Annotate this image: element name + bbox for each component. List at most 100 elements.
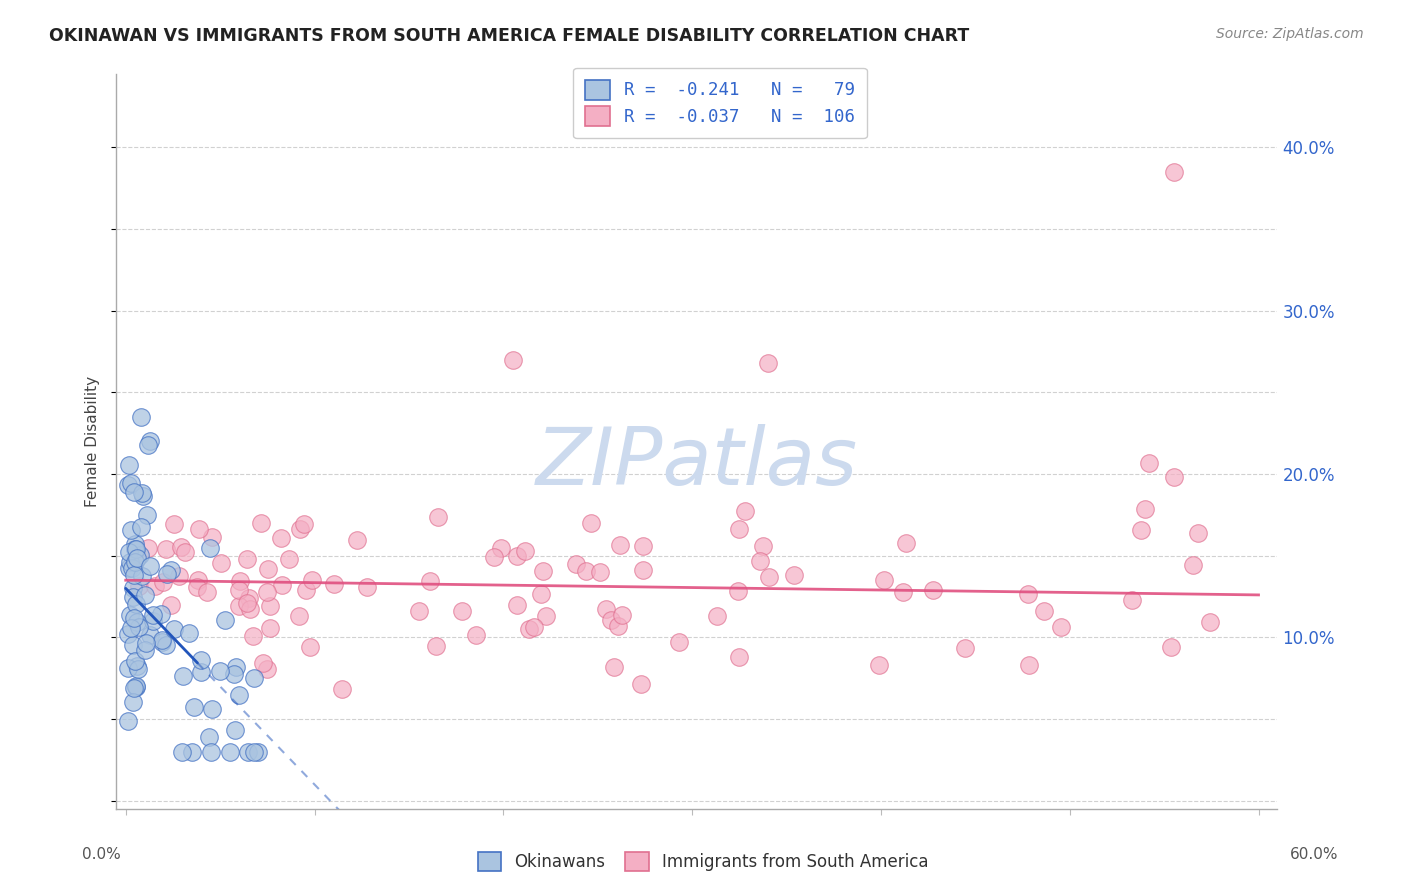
Point xyxy=(228,583,250,598)
Point xyxy=(323,576,346,591)
Point xyxy=(301,573,323,587)
Point xyxy=(120,524,142,538)
Point xyxy=(186,580,208,594)
Point xyxy=(228,688,250,702)
Point xyxy=(180,745,202,759)
Point xyxy=(1182,558,1205,572)
Point xyxy=(200,702,222,716)
Point xyxy=(249,516,271,530)
Point xyxy=(155,542,177,557)
Point xyxy=(121,695,143,709)
Point xyxy=(259,621,281,635)
Point xyxy=(238,745,260,759)
Point xyxy=(756,356,779,370)
Point xyxy=(668,635,690,649)
Point xyxy=(631,563,654,577)
Point xyxy=(222,667,245,681)
Point xyxy=(236,552,259,566)
Point xyxy=(136,438,159,452)
Point xyxy=(150,633,173,648)
Point xyxy=(246,745,269,759)
Point xyxy=(167,569,190,583)
Point xyxy=(243,671,266,685)
Point xyxy=(1130,523,1153,537)
Point xyxy=(125,680,148,694)
Point xyxy=(523,620,546,634)
Point xyxy=(188,522,211,536)
Point xyxy=(783,567,806,582)
Point xyxy=(174,545,197,559)
Point xyxy=(187,573,209,587)
Point xyxy=(150,607,173,621)
Point xyxy=(465,628,488,642)
Point xyxy=(118,458,141,472)
Point xyxy=(531,565,554,579)
Point xyxy=(172,669,194,683)
Point xyxy=(128,620,150,634)
Point xyxy=(117,477,139,491)
Point xyxy=(502,352,524,367)
Point xyxy=(218,745,240,759)
Point xyxy=(225,659,247,673)
Text: Source: ZipAtlas.com: Source: ZipAtlas.com xyxy=(1216,27,1364,41)
Point xyxy=(190,653,212,667)
Legend: R =  -0.241   N =   79, R =  -0.037   N =  106: R = -0.241 N = 79, R = -0.037 N = 106 xyxy=(574,68,868,138)
Point xyxy=(298,640,321,654)
Point xyxy=(122,611,145,625)
Point xyxy=(122,568,145,582)
Point xyxy=(955,641,977,656)
Point xyxy=(117,660,139,674)
Point xyxy=(530,586,553,600)
Point xyxy=(1018,657,1040,672)
Point xyxy=(243,745,266,759)
Point xyxy=(118,544,141,558)
Point xyxy=(209,557,232,571)
Text: 0.0%: 0.0% xyxy=(82,847,121,863)
Point xyxy=(128,579,150,593)
Point xyxy=(256,585,278,599)
Point xyxy=(195,584,218,599)
Point xyxy=(214,613,236,627)
Point xyxy=(163,516,186,531)
Point xyxy=(515,543,537,558)
Point xyxy=(122,681,145,695)
Point xyxy=(1017,587,1039,601)
Point xyxy=(125,615,148,629)
Point xyxy=(127,662,149,676)
Point xyxy=(631,540,654,554)
Point xyxy=(1163,164,1185,178)
Point xyxy=(408,604,430,618)
Point xyxy=(1163,470,1185,484)
Point xyxy=(121,590,143,604)
Point xyxy=(482,550,505,565)
Point xyxy=(131,569,153,583)
Point xyxy=(170,540,193,554)
Point xyxy=(868,658,890,673)
Point xyxy=(228,599,250,613)
Point xyxy=(129,519,152,533)
Point xyxy=(142,608,165,623)
Point xyxy=(706,609,728,624)
Point xyxy=(589,566,612,580)
Point xyxy=(270,531,292,545)
Point xyxy=(121,638,143,652)
Point xyxy=(209,664,232,678)
Point xyxy=(134,588,156,602)
Point xyxy=(124,537,146,551)
Point xyxy=(198,730,221,744)
Point xyxy=(599,613,621,627)
Point xyxy=(256,662,278,676)
Point xyxy=(1032,604,1054,618)
Text: 60.0%: 60.0% xyxy=(1291,847,1339,863)
Point xyxy=(921,583,943,598)
Point xyxy=(160,563,183,577)
Point xyxy=(117,714,139,728)
Point xyxy=(603,660,626,674)
Point xyxy=(150,634,173,648)
Point xyxy=(896,536,918,550)
Point xyxy=(124,555,146,569)
Point xyxy=(238,591,260,605)
Point xyxy=(120,621,142,635)
Point xyxy=(160,598,183,612)
Point xyxy=(118,555,141,569)
